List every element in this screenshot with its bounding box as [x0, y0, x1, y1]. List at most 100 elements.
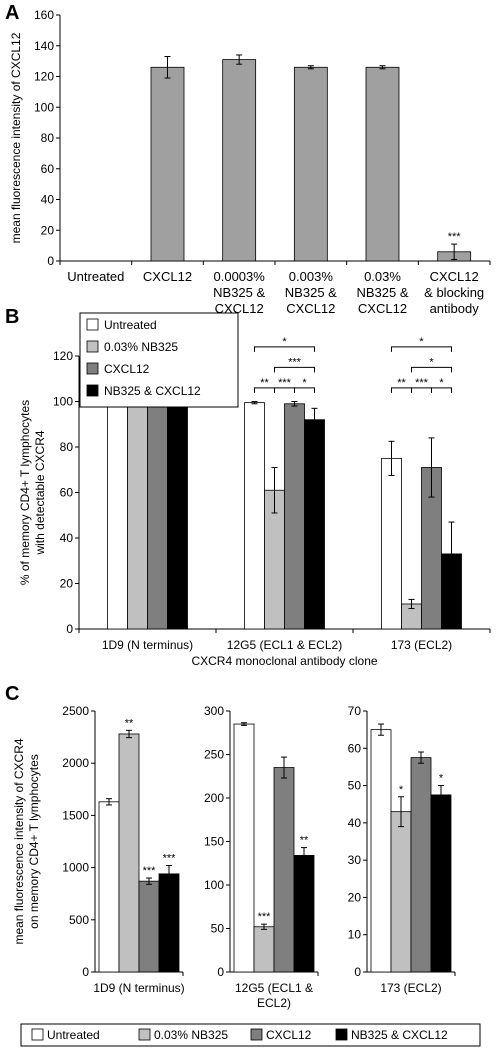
panel-c2-y-tick-label: 200 [204, 791, 224, 805]
panel-c2-significance-label: ** [300, 835, 309, 847]
panel-a-category-label: CXCL12 [286, 301, 335, 316]
panel-c2-bar [253, 926, 275, 973]
panel-b-legend-label: CXCL12 [104, 362, 150, 376]
panel-c2-y-tick-label: 0 [217, 965, 224, 979]
panel-c1-bar [98, 801, 120, 973]
panel-a-bar [150, 66, 185, 262]
panel-c2-bar [233, 723, 255, 973]
panel-b-significance-bracket [391, 346, 452, 352]
panel-b-legend-label: Untreated [104, 318, 157, 332]
panel-c1-y-tick-label: 2000 [62, 756, 89, 770]
panel-b-legend-swatch [86, 362, 99, 375]
panel-c1-x-axis-label: 1D9 (N terminus) [93, 981, 184, 995]
panel-c-y-axis-label: mean fluorescence intensity of CXCR4 [12, 738, 26, 944]
panel-a-y-tick-label: 100 [34, 100, 54, 114]
panel-a-category-label: & blocking [424, 285, 484, 300]
panel-c3-y-tick-label: 50 [348, 779, 362, 793]
panel-c1-y-tick-label: 1000 [62, 861, 89, 875]
bottom-legend-swatch [138, 1028, 151, 1041]
panel-b-y-axis-label: % of memory CD4+ T lymphocytes [18, 400, 32, 585]
panel-b-significance-bracket [294, 387, 315, 393]
panel-a-category-label: CXCL12 [215, 301, 264, 316]
panel-a-category-label: NB325 & [356, 285, 408, 300]
panel-c3-bar [370, 729, 392, 973]
panel-a-y-tick-label: 140 [34, 39, 54, 53]
panel-b-legend-swatch [86, 340, 99, 353]
panel-b-significance-label: * [302, 377, 307, 389]
panel-b-significance-label: ** [397, 377, 406, 389]
panel-c1-bar [138, 880, 160, 973]
panel-c2-y-tick-label: 300 [204, 704, 224, 718]
bottom-legend-label: CXCL12 [266, 1028, 312, 1042]
panel-b-category-label: 1D9 (N terminus) [102, 638, 193, 652]
panel-b-bar [147, 401, 168, 630]
panel-c1-significance-label: ** [125, 717, 134, 729]
panel-c3-y-tick-label: 40 [348, 816, 362, 830]
panel-a-y-tick-label: 160 [34, 8, 54, 22]
panel-b-category-label: 173 (ECL2) [391, 638, 452, 652]
bottom-legend-swatch [31, 1028, 44, 1041]
panel-c3-bar [410, 757, 432, 973]
panel-a-category-label: NB325 & [213, 285, 265, 300]
panel-a-chart: 0 20 40 60 80 100 120 140 160 Untreated CXCL12 0.00… [9, 8, 491, 316]
panel-c2-x-axis-label: ECL2) [257, 996, 291, 1010]
panel-c1-bar [158, 873, 180, 973]
panel-b-legend-label: 0.03% NB325 [104, 340, 178, 354]
panel-c3-y-tick-label: 0 [354, 965, 361, 979]
panel-b-significance-label: *** [278, 377, 292, 389]
panel-b-significance-bracket [431, 387, 452, 393]
bottom-legend-box [20, 1023, 481, 1047]
panel-c2-bar [293, 855, 315, 973]
panel-b-bar [304, 419, 325, 630]
panel-c3-bar [390, 811, 412, 973]
panel-a-category-label: CXCL12 [430, 269, 479, 284]
bottom-legend-label: NB325 & CXCL12 [351, 1028, 448, 1042]
bottom-legend-swatch [335, 1028, 348, 1041]
panel-a-category-label: 0.0003% [214, 269, 266, 284]
panel-b-significance-label: * [439, 377, 444, 389]
panel-c1-y-tick-label: 0 [82, 965, 89, 979]
panel-b-significance-label: * [282, 336, 287, 348]
panel-c3-bar [430, 794, 452, 973]
panel-c2-y-tick-label: 50 [211, 922, 225, 936]
panel-b-significance-label: * [419, 336, 424, 348]
panel-b-significance-label: ** [260, 377, 269, 389]
bottom-legend-label: 0.03% NB325 [154, 1028, 228, 1042]
panel-c1-y-tick-label: 500 [69, 913, 89, 927]
panel-c2-y-tick-label: 100 [204, 878, 224, 892]
panel-c3-y-tick-label: 20 [348, 890, 362, 904]
panel-b-y-tick-label: 40 [60, 531, 74, 545]
panel-a-category-label: NB325 & [285, 285, 337, 300]
panel-a-y-tick-label: 80 [41, 131, 55, 145]
panel-b-bar [127, 401, 148, 630]
panel-a-category-label: CXCL12 [358, 301, 407, 316]
panel-c1-significance-label: *** [163, 853, 177, 865]
panel-a-y-tick-label: 120 [34, 70, 54, 84]
panel-letter-c: C [5, 683, 19, 705]
panel-b-y-axis-label: with detectable CXCR4 [33, 430, 47, 555]
bottom-legend-swatch [250, 1028, 263, 1041]
panel-c1-significance-label: *** [143, 865, 157, 877]
panel-c3-y-tick-label: 60 [348, 741, 362, 755]
panel-b-x-axis-label: CXCR4 monoclonal antibody clone [191, 654, 377, 668]
panel-c3-y-tick-label: 10 [348, 928, 362, 942]
bottom-legend-label: Untreated [47, 1028, 100, 1042]
panel-c2-significance-label: *** [258, 911, 272, 923]
panel-b-y-tick-label: 20 [60, 577, 74, 591]
panel-b-y-tick-label: 100 [53, 395, 73, 409]
panel-b-category-label: 12G5 (ECL1 & ECL2) [227, 638, 342, 652]
bottom-legend: Untreated 0.03% NB325 CXCL12 NB325 & CXCL12 [20, 1023, 481, 1047]
panel-b-legend-box [79, 312, 239, 408]
panel-letter-a: A [5, 2, 19, 24]
panel-b-y-tick-label: 80 [60, 440, 74, 454]
panel-c3-significance-label: * [399, 784, 404, 796]
panel-b-y-tick-label: 60 [60, 486, 74, 500]
panel-b-significance-label: * [429, 356, 434, 368]
panel-c2-x-axis-label: 12G5 (ECL1 & [235, 981, 313, 995]
panel-a-y-tick-label: 0 [47, 254, 54, 268]
panel-b-bar [284, 403, 305, 630]
panel-a-category-label: antibody [430, 301, 480, 316]
panel-a-category-label: Untreated [67, 269, 124, 284]
